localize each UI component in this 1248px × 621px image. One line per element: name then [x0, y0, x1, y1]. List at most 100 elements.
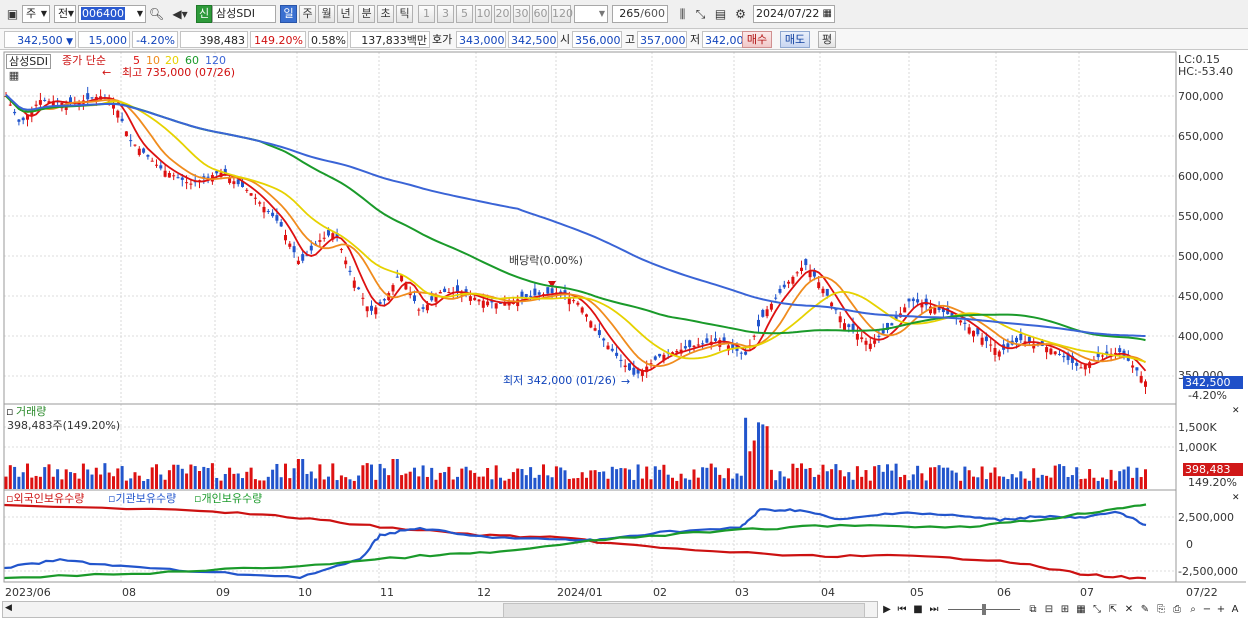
candle-body-85	[370, 305, 373, 311]
line-tool-icon[interactable]: ⤡	[1093, 604, 1101, 615]
holding-panel-close-icon[interactable]: ✕	[1232, 493, 1240, 503]
volume-bar-220	[950, 470, 954, 489]
volume-bar-3	[17, 476, 21, 489]
font-size-icon[interactable]: A	[1231, 604, 1239, 615]
period-day[interactable]: 일	[280, 5, 297, 23]
volume-bar-158	[683, 478, 687, 489]
volume-bar-135	[585, 477, 588, 489]
volume-bar-181	[782, 476, 786, 489]
candle-body-181	[782, 284, 786, 288]
volume-bar-9	[43, 467, 47, 489]
sound-icon[interactable]: ◀▾	[172, 7, 188, 21]
grid-view-icon[interactable]: ▦	[1076, 604, 1086, 615]
layout-icon[interactable]: ⊞	[1060, 604, 1070, 615]
holding-legend-individual-label: 개인보유수량	[201, 492, 263, 505]
volume-bar-57	[249, 467, 253, 489]
zoom-slider-handle[interactable]	[982, 604, 986, 615]
interval-10[interactable]: 10	[475, 5, 492, 23]
candle-body-73	[318, 240, 322, 242]
horizontal-scrollbar[interactable]: ◀	[2, 601, 878, 618]
volume-bar-186	[804, 468, 808, 489]
period-week[interactable]: 주	[299, 5, 316, 23]
zoom-search-icon[interactable]: ⌕	[1190, 604, 1196, 615]
volume-bar-50	[219, 480, 223, 489]
interval-3[interactable]: 3	[437, 5, 454, 23]
scroll-right-icon[interactable]: ▶	[883, 604, 891, 615]
eval-button[interactable]: 평	[818, 31, 836, 48]
window-menu-icon[interactable]: ▣	[6, 7, 19, 21]
volume-bar-148	[640, 478, 644, 489]
period-year[interactable]: 년	[337, 5, 354, 23]
candle-body-243	[1049, 348, 1053, 355]
fast-forward-icon[interactable]: ⏭	[929, 604, 939, 615]
candle-body-258	[1113, 352, 1117, 354]
candle-body-111	[481, 300, 485, 308]
ma-label-20: 20	[165, 54, 179, 67]
copy-icon[interactable]: ⎘	[1157, 604, 1165, 615]
period-minute[interactable]: 분	[358, 5, 375, 23]
print-icon[interactable]: ⎙	[1173, 604, 1181, 615]
candle-body-255	[1101, 355, 1104, 357]
candle-body-176	[761, 310, 765, 317]
period-second[interactable]: 초	[377, 5, 394, 23]
scroll-thumb[interactable]	[503, 603, 865, 618]
interval-20[interactable]: 20	[494, 5, 511, 23]
stock-code-input[interactable]: 006400 ▼	[78, 5, 146, 23]
interval-60[interactable]: 60	[532, 5, 549, 23]
cross-tool-icon[interactable]: ✕	[1124, 604, 1134, 615]
candle-body-250	[1079, 367, 1083, 369]
scroll-left-icon[interactable]: ◀	[5, 603, 12, 613]
zoom-slider[interactable]	[948, 602, 1020, 617]
trend-tool-icon[interactable]: ⇱	[1108, 604, 1118, 615]
period-main-select[interactable]: 주 ▼	[22, 5, 50, 23]
interval-120[interactable]: 120	[551, 5, 573, 23]
calendar-icon[interactable]: ▦	[822, 8, 832, 19]
gear-icon[interactable]: ⚙	[735, 7, 746, 21]
buy-button[interactable]: 매수	[742, 31, 772, 48]
tools-icon[interactable]: ⤡	[695, 7, 706, 21]
type-select[interactable]: 전 ▼	[54, 5, 76, 23]
stop-icon[interactable]: ■	[913, 604, 923, 615]
volume-panel-close-icon[interactable]: ✕	[1232, 406, 1240, 416]
date-field[interactable]: 2024/07/22 ▦	[753, 5, 835, 23]
rewind-icon[interactable]: ⏮	[897, 604, 907, 615]
candle-body-166	[718, 340, 722, 347]
period-tick[interactable]: 틱	[396, 5, 413, 23]
tile-icon[interactable]: ⊟	[1044, 604, 1054, 615]
zoom-out-icon[interactable]: −	[1202, 604, 1212, 615]
holding-legend-foreign-label: 외국인보유수량	[13, 492, 85, 505]
volume-bar-219	[946, 467, 950, 489]
x-label-2023-06: 2023/06	[5, 586, 51, 599]
interval-1[interactable]: 1	[418, 5, 435, 23]
draw-tool-icon[interactable]: ✎	[1140, 604, 1150, 615]
period-month[interactable]: 월	[318, 5, 335, 23]
candle-body-205	[886, 322, 889, 330]
count-field[interactable]: 265/600	[612, 5, 668, 23]
ma-line-5	[5, 95, 1147, 372]
candle-body-171	[739, 352, 743, 354]
table-icon[interactable]: ▦	[8, 69, 20, 82]
split-view-icon[interactable]: ⧉	[1029, 604, 1037, 615]
candle-body-168	[726, 345, 730, 351]
volume-bar-118	[511, 472, 515, 489]
candle-body-77	[335, 233, 339, 238]
candle-body-148	[640, 370, 644, 376]
down-arrow-icon: ▼	[66, 37, 73, 47]
custom-interval-select[interactable]: ▼	[574, 5, 608, 23]
volume-bar-252	[1088, 469, 1092, 489]
volume-bar-100	[434, 479, 438, 489]
volume-bar-24	[107, 472, 111, 489]
candle-body-32	[142, 148, 146, 153]
sell-button[interactable]: 매도	[780, 31, 810, 48]
candle-icon[interactable]: ⫼	[679, 7, 686, 21]
search-icon[interactable]: 🔍︎	[148, 7, 165, 21]
interval-5[interactable]: 5	[456, 5, 473, 23]
volume-bar-250	[1079, 479, 1083, 489]
volume-bar-248	[1070, 475, 1074, 489]
volume-bar-67	[292, 468, 296, 489]
volume-bar-127	[550, 477, 554, 489]
zoom-in-icon[interactable]: +	[1216, 604, 1226, 615]
save-icon[interactable]: ▤	[714, 7, 727, 21]
interval-30[interactable]: 30	[513, 5, 530, 23]
